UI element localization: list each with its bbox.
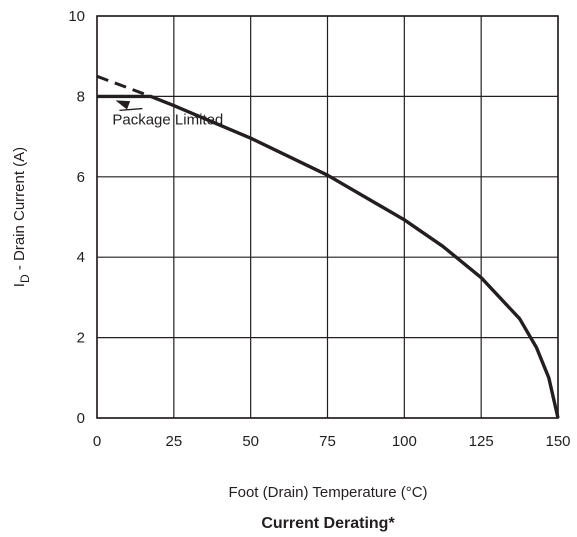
y-tick-label: 8 [77,88,85,105]
y-axis-label: ID - Drain Current (A) [11,147,32,287]
plot-frame [96,15,559,419]
x-tick-label: 50 [242,433,259,450]
x-tick-label: 0 [93,433,101,450]
x-axis-label: Foot (Drain) Temperature (°C) [228,484,427,501]
annotation-arrow-line [119,107,143,112]
annotation-arrow-head [115,100,131,110]
x-tick-labels: 0 25 50 75 100 125 150 [93,433,571,450]
y-tick-label: 4 [77,249,85,266]
annotation-text: Package Limited [112,112,223,129]
x-tick-label: 150 [545,433,570,450]
x-tick-label: 75 [319,433,336,450]
x-tick-label: 100 [392,433,417,450]
chart-title: Current Derating* [261,515,395,532]
series-lines [96,74,560,419]
x-tick-label: 25 [165,433,182,450]
derating-curve [97,94,560,419]
y-tick-label: 2 [77,330,85,347]
x-tick-label: 125 [469,433,494,450]
y-tick-label: 6 [77,169,85,186]
y-tick-labels: 0 2 4 6 8 10 [68,8,85,427]
dashed-extrapolation-line [96,74,152,98]
annotations: Package Limited [112,100,223,129]
y-tick-label: 0 [77,410,85,427]
grid [96,15,559,419]
y-tick-label: 10 [68,8,85,25]
